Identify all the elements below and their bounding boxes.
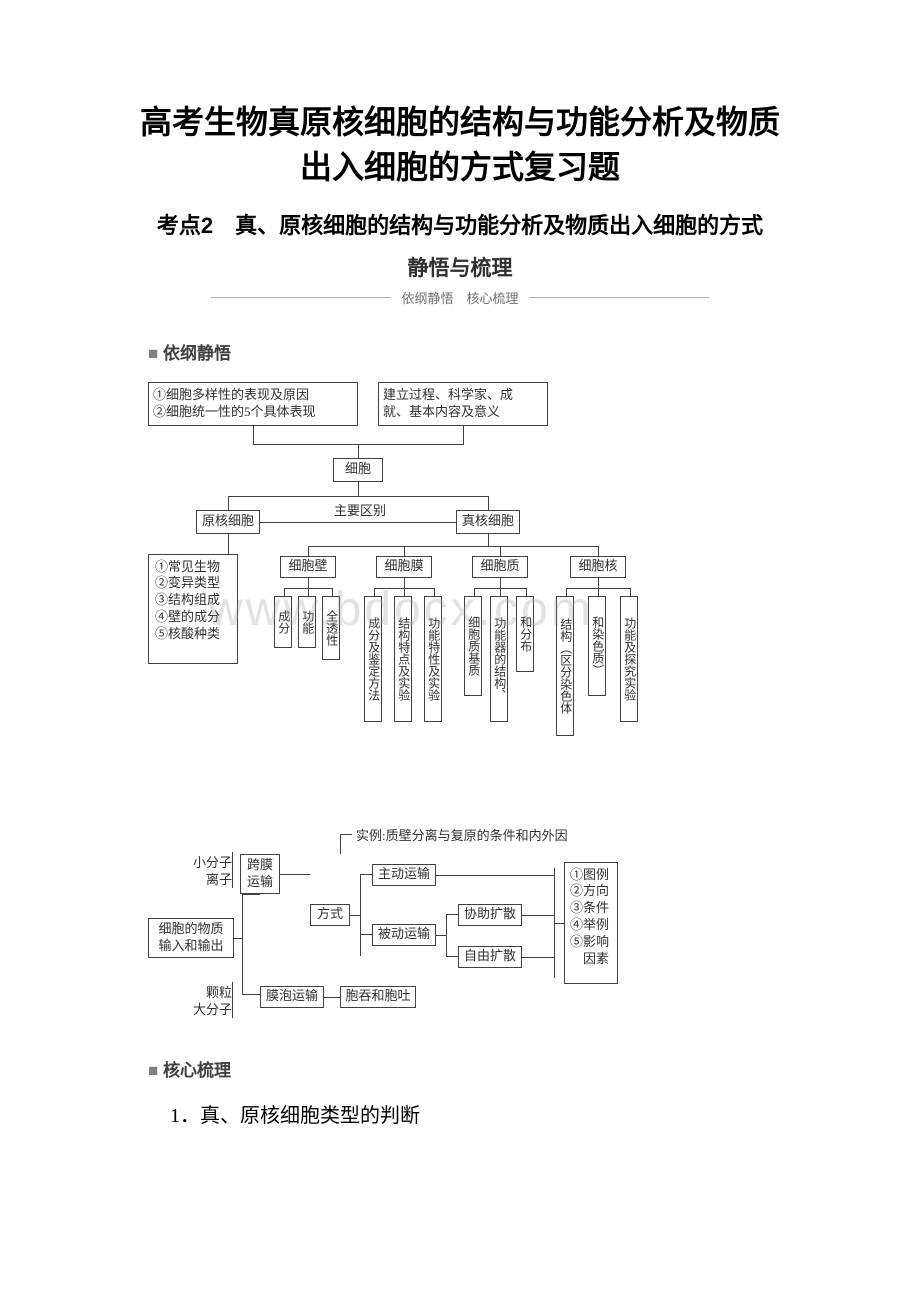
box-transport-features: ①图例 ②方向 ③条件 ④举例 ⑤影响 因素 bbox=[564, 862, 618, 984]
v-gongneng: 功能 bbox=[298, 596, 316, 648]
subtitle: 考点2 真、原核细胞的结构与功能分析及物质出入细胞的方式 bbox=[90, 208, 830, 240]
v-fenbu: 和分布 bbox=[516, 596, 534, 672]
v-quantou: 全透性 bbox=[322, 596, 340, 660]
box-prok-features: ①常见生物 ②变异类型 ③结构组成 ④壁的成分 ⑤核酸种类 bbox=[148, 554, 238, 664]
box-diversity: ①细胞多样性的表现及原因②细胞统一性的5个具体表现 bbox=[148, 382, 358, 426]
section-sub-line: 依纲静悟 核心梳理 bbox=[90, 288, 830, 307]
v-chengfen: 成分 bbox=[274, 596, 292, 648]
box-cell: 细胞 bbox=[333, 458, 383, 482]
title-line2: 出入细胞的方式复习题 bbox=[300, 149, 620, 185]
box-cell-theory: 建立过程、科学家、成就、基本内容及意义 bbox=[378, 382, 548, 426]
label-main-diff: 主要区别 bbox=[334, 502, 386, 520]
v-cf-jianding: 成分及鉴定方法 bbox=[364, 596, 382, 722]
box-assist: 协助扩散 bbox=[458, 904, 522, 926]
body-line-1: 1．真、原核细胞类型的判断 bbox=[170, 1099, 830, 1128]
v-jizhi: 细胞质基质 bbox=[464, 596, 482, 696]
label-particle: 颗粒大分子 bbox=[188, 984, 232, 1019]
v-gongneng-texing: 功能特性及实验 bbox=[424, 596, 442, 722]
box-prokaryotic: 原核细胞 bbox=[196, 510, 260, 534]
box-vesicle: 膜泡运输 bbox=[260, 986, 324, 1008]
box-active: 主动运输 bbox=[372, 864, 436, 886]
section-header: 静悟与梳理 依纲静悟 核心梳理 bbox=[90, 252, 830, 307]
box-passive: 被动运输 bbox=[372, 924, 436, 946]
v-jiegou-tedian: 结构特点及实验 bbox=[394, 596, 412, 722]
box-free: 自由扩散 bbox=[458, 946, 522, 968]
section-header-text: 静悟与梳理 bbox=[90, 252, 830, 282]
page-title: 高考生物真原核细胞的结构与功能分析及物质 出入细胞的方式复习题 bbox=[90, 100, 830, 190]
box-eukaryotic: 真核细胞 bbox=[456, 510, 520, 534]
v-ranseti: 和染色质） bbox=[588, 596, 606, 696]
v-jiegou-ranseti: 结构（区分染色体 bbox=[556, 596, 574, 736]
box-transmembrane: 跨膜运输 bbox=[240, 854, 280, 894]
diagram-cell-structure: ①细胞多样性的表现及原因②细胞统一性的5个具体表现 建立过程、科学家、成就、基本… bbox=[148, 382, 668, 802]
box-way: 方式 bbox=[310, 904, 350, 926]
heading-hexin: 核心梳理 bbox=[148, 1056, 830, 1081]
box-nucleus: 细胞核 bbox=[570, 556, 626, 578]
heading-yigang: 依纲静悟 bbox=[148, 339, 830, 364]
section-sub-text: 依纲静悟 核心梳理 bbox=[401, 288, 518, 307]
v-tansuo: 功能及探究实验 bbox=[620, 596, 638, 722]
box-cytoplasm: 细胞质 bbox=[472, 556, 528, 578]
label-small-mol: 小分子离子 bbox=[188, 854, 232, 889]
title-line1: 高考生物真原核细胞的结构与功能分析及物质 bbox=[140, 104, 780, 140]
box-cell-wall: 细胞壁 bbox=[280, 556, 336, 578]
hline-left bbox=[211, 297, 391, 298]
label-example: 实例:质壁分离与复原的条件和内外因 bbox=[356, 827, 568, 845]
box-io: 细胞的物质输入和输出 bbox=[148, 918, 234, 958]
v-qiguan: 功能器的结构、 bbox=[490, 596, 508, 722]
box-cell-membrane: 细胞膜 bbox=[376, 556, 432, 578]
diagram-transport: 实例:质壁分离与复原的条件和内外因 小分子离子 跨膜运输 方式 主动运输 被动运… bbox=[148, 834, 668, 1024]
hline-right bbox=[529, 297, 709, 298]
box-endo-exo: 胞吞和胞吐 bbox=[340, 986, 416, 1008]
